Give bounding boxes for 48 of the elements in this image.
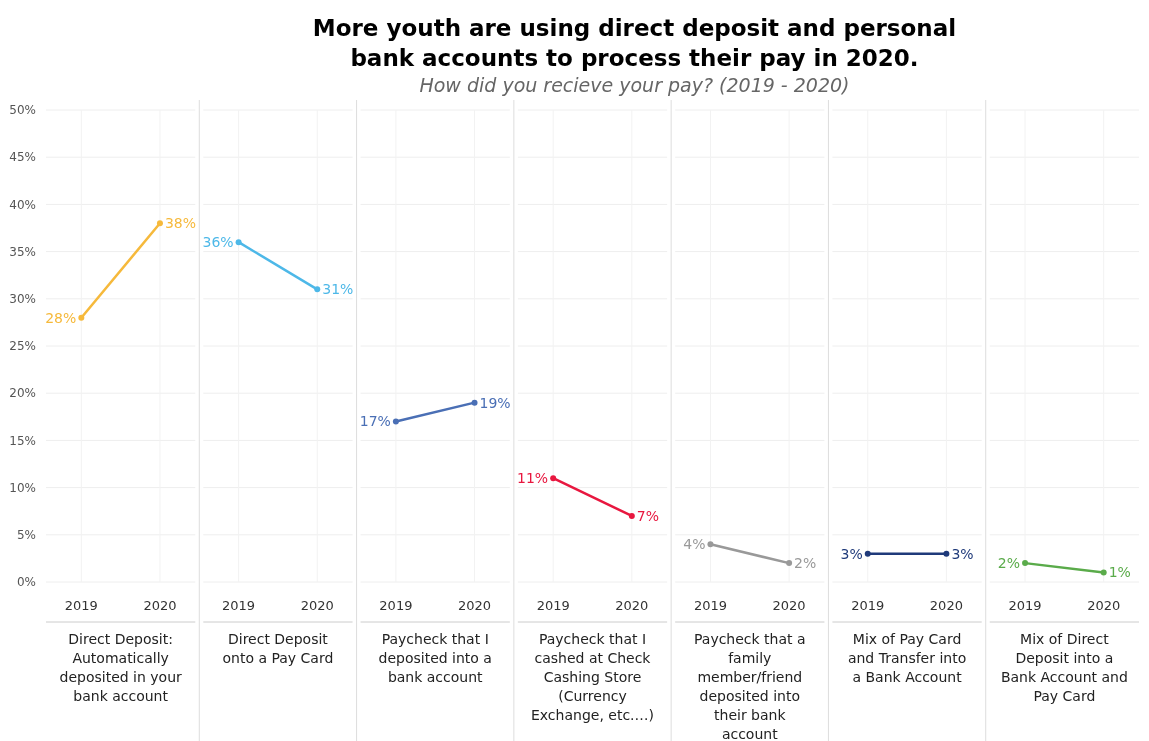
x-tick-label: 2019 (64, 598, 98, 613)
data-label: 38% (164, 215, 197, 232)
x-tick-label: 2020 (143, 598, 177, 613)
data-label: 19% (479, 394, 511, 411)
text: More youth are using direct deposit and personal bank accounts to process their pay in 2020. (312, 15, 957, 71)
y-tick-label: 40% (9, 197, 36, 212)
x-axis-title: Direct Deposit onto a Pay Card (222, 631, 334, 666)
y-tick-label: 50% (9, 103, 36, 118)
y-tick-label: 25% (9, 339, 36, 354)
data-label: 2% (997, 555, 1021, 572)
y-tick-label: 5% (16, 528, 36, 542)
x-tick-label: 2019 (851, 598, 885, 613)
x-tick-label: 2019 (693, 598, 728, 613)
x-tick-label: 2019 (379, 598, 413, 613)
y-tick-label: 35% (9, 244, 36, 259)
x-tick-label: 2020 (457, 598, 492, 613)
x-tick-label: 2020 (772, 598, 806, 613)
x-tick-label: 2020 (1087, 598, 1121, 613)
x-tick-label: 2020 (615, 598, 649, 613)
x-axis-title: Paycheck that I cashed at Check Cashing Store (Currency Exchange, etc.…) (530, 631, 655, 723)
x-axis-title: Paycheck that a family member/friend deposited into their bank account (694, 631, 806, 741)
y-tick-label: 30% (9, 292, 36, 306)
data-label: 1% (1108, 564, 1131, 581)
x-tick-label: 2020 (300, 598, 334, 613)
data-label: 3% (951, 545, 974, 562)
x-tick-label: 2019 (536, 598, 570, 613)
y-tick-label: 0% (16, 575, 36, 590)
data-label: 3% (840, 545, 863, 562)
data-label: 36% (202, 234, 234, 251)
x-tick-label: 2019 (1008, 598, 1042, 613)
x-tick-label: 2019 (222, 598, 256, 613)
x-axis-title: Paycheck that I deposited into a bank account (378, 631, 492, 685)
x-axis-title: Mix of Direct Deposit into a Bank Account and Pay Card (1000, 631, 1128, 704)
text: How did you recieve your pay? (2019 - 2020) (419, 74, 850, 96)
x-axis-title: Direct Deposit: Automatically deposited in your bank account (59, 631, 183, 704)
data-label: 7% (636, 507, 660, 524)
data-label: 11% (517, 470, 549, 487)
data-label: 31% (322, 281, 354, 298)
y-tick-label: 15% (9, 433, 36, 448)
x-tick-label: 2020 (929, 598, 963, 613)
y-tick-label: 20% (9, 386, 36, 401)
data-label: 17% (359, 413, 391, 430)
y-tick-label: 45% (9, 150, 36, 165)
data-label: 28% (45, 309, 77, 326)
data-label: 4% (683, 536, 706, 553)
y-tick-label: 10% (9, 480, 36, 495)
data-label: 2% (794, 555, 817, 572)
x-axis-title: Mix of Pay Card and Transfer into a Bank Account (847, 631, 967, 685)
